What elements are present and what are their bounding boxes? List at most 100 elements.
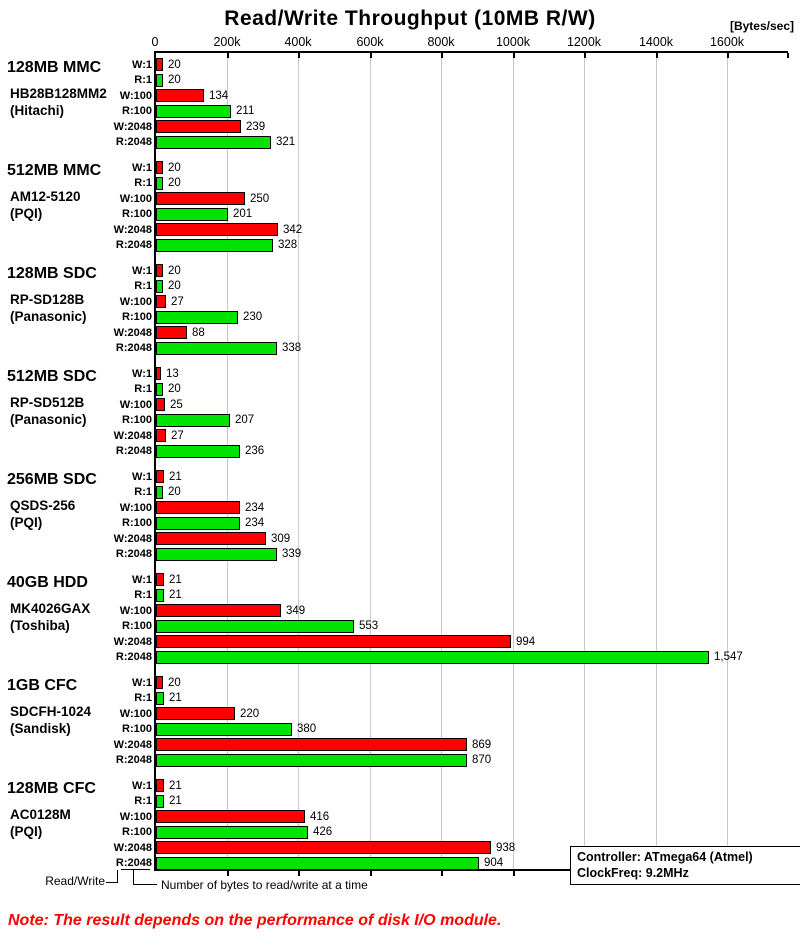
write-bar xyxy=(156,429,166,442)
gridline xyxy=(298,53,299,869)
bar-row-label: R:1 xyxy=(134,486,152,498)
read-bar xyxy=(156,105,231,118)
axis-tick-top xyxy=(370,53,372,58)
bar-row-label: R:100 xyxy=(122,414,152,426)
bar-row-label: W:100 xyxy=(119,399,152,411)
bar-value-label: 309 xyxy=(271,533,291,545)
bar-row-label: R:100 xyxy=(122,517,152,529)
clockfreq-line: ClockFreq: 9.2MHz xyxy=(577,865,689,880)
bar-row-label: R:1 xyxy=(134,589,152,601)
bar-row-label: W:2048 xyxy=(113,121,152,133)
bar-value-label: 207 xyxy=(235,414,255,426)
bar-value-label: 134 xyxy=(209,90,229,102)
axis-tick-top xyxy=(727,53,729,58)
bar-value-label: 553 xyxy=(359,620,379,632)
bar-value-label: 230 xyxy=(243,311,263,323)
group-maker: (Panasonic) xyxy=(10,309,87,324)
group-model: SDCFH-1024 xyxy=(10,704,92,719)
bar-row-label: W:1 xyxy=(132,162,152,174)
group-name: 128MB CFC xyxy=(7,780,96,797)
read-bar xyxy=(156,311,238,324)
bar-value-label: 338 xyxy=(282,342,302,354)
bar-row-label: R:2048 xyxy=(115,445,152,457)
read-bar xyxy=(156,486,163,499)
write-bar xyxy=(156,58,163,71)
bar-row-label: W:1 xyxy=(132,59,152,71)
bar-row-label: W:2048 xyxy=(113,636,152,648)
group-maker: (PQI) xyxy=(10,206,43,221)
axis-tick-bottom xyxy=(227,871,229,876)
bar-value-label: 20 xyxy=(168,383,181,395)
axis-tick-label: 400k xyxy=(284,35,312,49)
write-bar xyxy=(156,161,163,174)
write-bar xyxy=(156,841,491,854)
y-axis xyxy=(154,51,156,871)
footnote: Note: The result depends on the performa… xyxy=(8,912,502,929)
group-maker: (PQI) xyxy=(10,515,43,530)
group-model: AM12-5120 xyxy=(10,189,81,204)
group-model: HB28B128MM2 xyxy=(10,86,107,101)
read-bar xyxy=(156,723,292,736)
bar-value-label: 20 xyxy=(168,280,181,292)
bar-value-label: 21 xyxy=(169,471,182,483)
bar-row-label: W:2048 xyxy=(113,224,152,236)
write-bar xyxy=(156,192,245,205)
x-axis-bottom xyxy=(154,869,788,871)
bar-row-label: R:100 xyxy=(122,208,152,220)
x-axis-top xyxy=(154,51,788,53)
bar-value-label: 13 xyxy=(166,368,179,380)
write-bar xyxy=(156,738,467,751)
bar-value-label: 20 xyxy=(168,177,181,189)
legend-bytes-label: Number of bytes to read/write at a time xyxy=(161,878,368,892)
bar-value-label: 20 xyxy=(168,74,181,86)
bar-value-label: 88 xyxy=(192,327,205,339)
bar-row-label: W:2048 xyxy=(113,739,152,751)
bar-value-label: 236 xyxy=(245,445,265,457)
bar-value-label: 250 xyxy=(250,193,270,205)
axis-tick-top xyxy=(787,53,789,58)
read-bar xyxy=(156,517,240,530)
read-bar xyxy=(156,857,479,870)
group-name: 256MB SDC xyxy=(7,471,97,488)
axis-tick-top xyxy=(441,53,443,58)
bar-value-label: 349 xyxy=(286,605,306,617)
axis-tick-top xyxy=(656,53,658,58)
bar-row-label: R:1 xyxy=(134,280,152,292)
group-model: RP-SD512B xyxy=(10,395,85,410)
bar-value-label: 20 xyxy=(168,59,181,71)
bar-row-label: R:2048 xyxy=(115,239,152,251)
bar-row-label: W:100 xyxy=(119,708,152,720)
legend-bytes-underline xyxy=(121,869,150,870)
write-bar xyxy=(156,223,278,236)
bar-value-label: 321 xyxy=(276,136,296,148)
group-model: MK4026GAX xyxy=(10,601,91,616)
gridline xyxy=(513,53,514,869)
bar-value-label: 339 xyxy=(282,548,302,560)
read-bar xyxy=(156,651,709,664)
write-bar xyxy=(156,470,164,483)
bar-value-label: 211 xyxy=(236,105,255,117)
bar-value-label: 21 xyxy=(169,574,182,586)
write-bar xyxy=(156,120,241,133)
group-name: 512MB SDC xyxy=(7,368,97,385)
bar-row-label: R:1 xyxy=(134,177,152,189)
axis-tick-label: 600k xyxy=(356,35,384,49)
controller-info-box: Controller: ATmega64 (Atmel) ClockFreq: … xyxy=(570,846,800,885)
bar-row-label: R:1 xyxy=(134,383,152,395)
bar-value-label: 25 xyxy=(170,399,183,411)
gridline xyxy=(227,53,228,869)
bar-row-label: W:2048 xyxy=(113,533,152,545)
axis-tick-label: 800k xyxy=(427,35,455,49)
bar-value-label: 20 xyxy=(168,162,181,174)
read-bar xyxy=(156,692,164,705)
bar-value-label: 239 xyxy=(246,121,266,133)
read-bar xyxy=(156,445,240,458)
bar-row-label: W:2048 xyxy=(113,842,152,854)
bar-row-label: R:100 xyxy=(122,723,152,735)
write-bar xyxy=(156,604,281,617)
read-bar xyxy=(156,754,467,767)
bar-row-label: W:100 xyxy=(119,193,152,205)
bar-value-label: 1,547 xyxy=(714,651,743,663)
read-bar xyxy=(156,74,163,87)
bar-value-label: 20 xyxy=(168,265,181,277)
